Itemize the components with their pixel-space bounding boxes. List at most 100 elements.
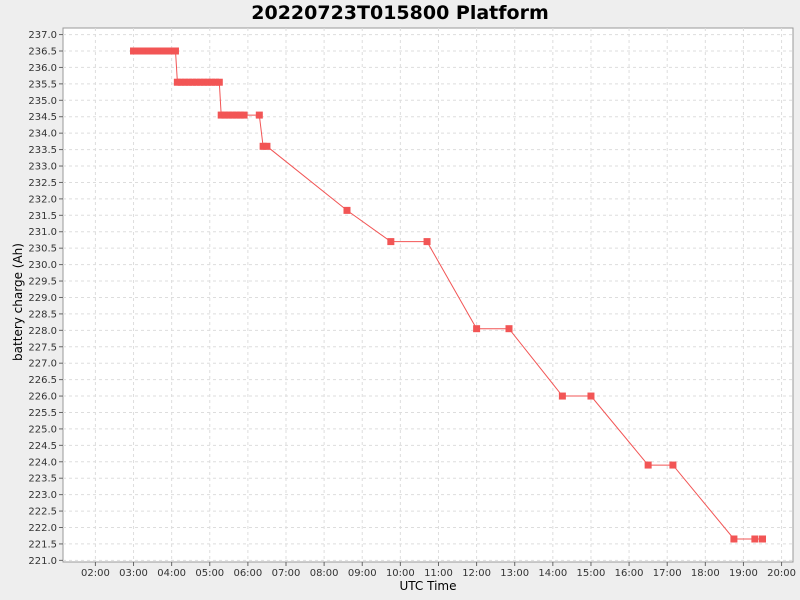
x-tick-label: 05:00	[195, 568, 224, 579]
x-tick-label: 17:00	[653, 568, 682, 579]
data-point	[196, 78, 204, 86]
y-tick-label: 236.5	[28, 47, 57, 58]
y-tick-label: 233.0	[28, 162, 57, 173]
data-point	[558, 392, 566, 400]
data-point	[181, 78, 189, 86]
x-axis-label: UTC Time	[400, 579, 457, 593]
y-tick-label: 226.0	[28, 392, 57, 403]
data-point	[168, 47, 176, 55]
y-tick-label: 230.5	[28, 244, 57, 255]
y-tick-label: 229.0	[28, 293, 57, 304]
data-point	[211, 78, 219, 86]
y-tick-label: 222.0	[28, 523, 57, 534]
y-tick-label: 227.5	[28, 342, 57, 353]
data-point	[644, 461, 652, 469]
data-point	[137, 47, 145, 55]
y-tick-label: 234.0	[28, 129, 57, 140]
data-point	[215, 78, 223, 86]
y-tick-label: 232.0	[28, 194, 57, 205]
data-point	[152, 47, 160, 55]
data-point	[263, 142, 271, 150]
x-tick-label: 15:00	[577, 568, 606, 579]
data-point	[185, 78, 193, 86]
data-point	[240, 111, 248, 119]
x-axis-ticks: 02:00 03:00 04:00 05:00 06:00 07:00 08:00 09:00…	[81, 562, 796, 579]
y-tick-label: 230.0	[28, 260, 57, 271]
y-tick-label: 221.0	[28, 556, 57, 567]
data-point	[232, 111, 240, 119]
data-point	[173, 78, 181, 86]
x-tick-label: 14:00	[538, 568, 567, 579]
data-point	[189, 78, 197, 86]
x-tick-label: 13:00	[500, 568, 529, 579]
x-tick-label: 20:00	[767, 568, 796, 579]
x-tick-label: 11:00	[424, 568, 453, 579]
y-tick-label: 231.0	[28, 227, 57, 238]
y-tick-label: 236.0	[28, 63, 57, 74]
grid-horizontal	[63, 34, 793, 561]
x-tick-label: 12:00	[462, 568, 491, 579]
data-point	[171, 47, 179, 55]
data-point	[200, 78, 208, 86]
data-point	[204, 78, 212, 86]
x-tick-label: 10:00	[386, 568, 415, 579]
data-point	[217, 111, 225, 119]
data-point	[587, 392, 595, 400]
y-tick-label: 232.5	[28, 178, 57, 189]
y-tick-label: 237.0	[28, 30, 57, 41]
data-point	[236, 111, 244, 119]
x-tick-label: 16:00	[615, 568, 644, 579]
data-point	[730, 535, 738, 543]
y-tick-label: 224.5	[28, 441, 57, 452]
y-axis-ticks: 221.0 221.5 222.0 222.5 223.0 223.5 224.0 224.5…	[28, 30, 63, 567]
x-tick-label: 19:00	[729, 568, 758, 579]
data-point	[141, 47, 149, 55]
data-point	[259, 142, 267, 150]
data-point	[177, 78, 185, 86]
data-point	[229, 111, 237, 119]
y-tick-label: 228.0	[28, 326, 57, 337]
y-tick-label: 223.0	[28, 490, 57, 501]
x-tick-label: 18:00	[691, 568, 720, 579]
x-tick-label: 03:00	[119, 568, 148, 579]
data-point	[387, 238, 395, 246]
y-tick-label: 221.5	[28, 539, 57, 550]
y-tick-label: 227.0	[28, 359, 57, 370]
plot-area	[62, 27, 794, 563]
x-tick-label: 04:00	[157, 568, 186, 579]
y-axis-label: battery charge (Ah)	[11, 243, 25, 361]
data-point	[759, 535, 767, 543]
data-point	[225, 111, 233, 119]
data-point	[669, 461, 677, 469]
data-point	[255, 111, 263, 119]
data-point	[505, 325, 513, 333]
data-point	[208, 78, 216, 86]
data-point	[192, 78, 200, 86]
data-point	[343, 206, 351, 214]
y-tick-label: 231.5	[28, 211, 57, 222]
data-point	[164, 47, 172, 55]
chart-title: 20220723T015800 Platform	[251, 2, 549, 24]
y-tick-label: 225.5	[28, 408, 57, 419]
y-tick-label: 228.5	[28, 309, 57, 320]
data-point	[160, 47, 168, 55]
y-tick-label: 234.5	[28, 112, 57, 123]
data-point	[221, 111, 229, 119]
data-point	[145, 47, 153, 55]
data-point	[133, 47, 141, 55]
x-tick-label: 07:00	[272, 568, 301, 579]
y-tick-label: 223.5	[28, 474, 57, 485]
y-tick-label: 225.0	[28, 424, 57, 435]
x-tick-label: 09:00	[348, 568, 377, 579]
data-point	[156, 47, 164, 55]
x-tick-label: 02:00	[81, 568, 110, 579]
data-point	[473, 325, 481, 333]
data-point	[130, 47, 138, 55]
y-tick-label: 229.5	[28, 277, 57, 288]
y-tick-label: 222.5	[28, 507, 57, 518]
y-tick-label: 235.5	[28, 79, 57, 90]
x-tick-label: 06:00	[233, 568, 262, 579]
y-tick-label: 224.0	[28, 457, 57, 468]
